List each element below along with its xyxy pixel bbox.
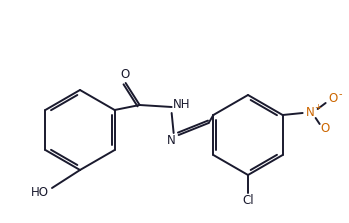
Text: N: N (167, 134, 176, 147)
Text: +: + (314, 103, 321, 112)
Text: NH: NH (173, 99, 191, 112)
Text: O: O (328, 93, 337, 105)
Text: N: N (306, 107, 315, 120)
Text: O: O (120, 68, 129, 81)
Text: Cl: Cl (242, 194, 254, 207)
Text: O: O (320, 122, 329, 136)
Text: HO: HO (31, 186, 49, 200)
Text: -: - (339, 89, 342, 99)
